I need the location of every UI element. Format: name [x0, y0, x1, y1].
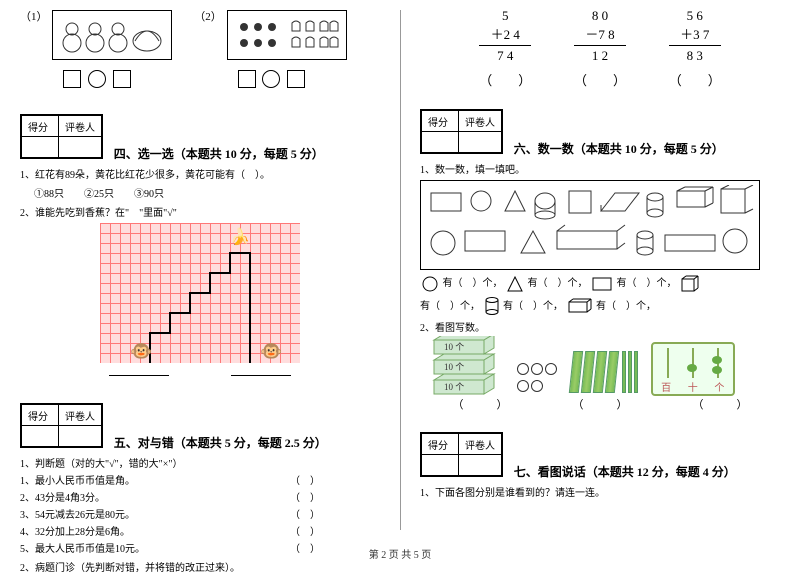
count-fill-row: 有（ ）个， 有（ ）个， 有（ ）个，	[420, 274, 780, 293]
answer-paren[interactable]: （ ）	[420, 396, 540, 412]
column-divider	[400, 10, 401, 530]
q7-1: 1、下面各图分别是谁看到的？请连一连。	[420, 484, 780, 499]
section-6-title: 六、数一数（本题共 10 分，每题 5 分）	[514, 140, 724, 157]
q5-1: 1、判断题（对的大"√"，错的大"×"）	[20, 455, 380, 470]
tf-item: 4、32分加上28分是6角。（ ）	[20, 523, 380, 538]
cylinder-icon	[485, 297, 499, 315]
picture-box-2	[227, 10, 347, 60]
tf-item: 1、最小人民币币值是角。（ ）	[20, 472, 380, 487]
monkey-right-icon: 🐵	[260, 341, 284, 365]
count-fill-row-2: 有（ ）个， 有（ ）个， 有（ ）个，	[420, 297, 780, 316]
maze-grid: 🍌 🐵 🐵	[100, 223, 300, 363]
q4-1-opts: ①88只 ②25只 ③90只	[34, 185, 380, 200]
loose-circles	[516, 362, 558, 396]
stick-bundles	[570, 351, 639, 396]
answer-square[interactable]	[238, 70, 256, 88]
svg-text:10 个: 10 个	[444, 382, 464, 392]
picture-box-1	[52, 10, 172, 60]
shapes-collection	[420, 180, 760, 270]
section-5-title: 五、对与错（本题共 5 分，每题 2.5 分）	[114, 434, 327, 451]
label-2: （2）	[194, 11, 222, 23]
answer-circle[interactable]	[88, 70, 106, 88]
check-paren[interactable]: （ ）	[669, 70, 721, 89]
vmath-2: 8 0 －7 8 1 2 （ ）	[574, 8, 626, 89]
page-footer: 第 2 页 共 5 页	[0, 546, 800, 561]
banana-icon: 🍌	[230, 227, 248, 245]
group-2: （2）	[194, 8, 348, 90]
section-7-title: 七、看图说话（本题共 12 分，每题 4 分）	[514, 463, 736, 480]
monkey-left-icon: 🐵	[130, 341, 154, 365]
cuboid-icon	[568, 298, 592, 314]
tf-item: 3、54元减去26元是80元。（ ）	[20, 506, 380, 521]
section-4-title: 四、选一选（本题共 10 分，每题 5 分）	[114, 145, 324, 162]
answer-square[interactable]	[63, 70, 81, 88]
vmath-1: 5 ＋2 4 7 4 （ ）	[479, 8, 531, 89]
circle-icon	[422, 276, 438, 292]
score-hdr: 得分	[22, 116, 59, 137]
abacus: 百十个	[651, 342, 735, 396]
answer-paren[interactable]: （ ）	[540, 396, 660, 412]
snowmen-icon	[57, 15, 167, 55]
q4-2: 2、谁能先吃到香蕉？在" "里面"√"	[20, 204, 380, 219]
check-paren[interactable]: （ ）	[479, 70, 531, 89]
score-box: 得分评卷人	[20, 403, 103, 448]
answer-blank[interactable]	[109, 375, 169, 376]
vmath-3: 5 6 ＋3 7 8 3 （ ）	[669, 8, 721, 89]
q5-2: 2、病题门诊（先判断对错，并将错的改正过来）。	[20, 559, 380, 574]
answer-row: （ ） （ ） （ ）	[420, 396, 780, 412]
mixed-shapes-icon	[425, 185, 755, 265]
answer-paren[interactable]: （ ）	[660, 396, 780, 412]
score-box: 得分评卷人	[20, 114, 103, 159]
answer-circle[interactable]	[262, 70, 280, 88]
ten-stack: 10 个 10 个 10 个	[430, 336, 500, 396]
answer-square[interactable]	[287, 70, 305, 88]
check-paren[interactable]: （ ）	[574, 70, 626, 89]
q6-1: 1、数一数，填一填吧。	[420, 161, 780, 176]
score-box: 得分评卷人	[420, 109, 503, 154]
label-1: （1）	[20, 11, 48, 23]
svg-text:10 个: 10 个	[444, 362, 464, 372]
answer-blank[interactable]	[231, 375, 291, 376]
triangle-icon	[507, 276, 523, 292]
grader-hdr: 评卷人	[59, 116, 102, 137]
q6-2: 2、看图写数。	[420, 319, 780, 334]
vertical-math-row: 5 ＋2 4 7 4 （ ） 8 0 －7 8 1 2 （ ） 5 6 ＋3 7…	[420, 8, 780, 89]
answer-square[interactable]	[113, 70, 131, 88]
q4-1: 1、红花有89朵，黄花比红花少很多，黄花可能有（ ）。	[20, 166, 380, 181]
box-stack-icon: 10 个 10 个 10 个	[430, 336, 500, 396]
svg-text:10 个: 10 个	[444, 342, 464, 352]
bells-icon	[232, 15, 342, 55]
count-pictures-row: 10 个 10 个 10 个 百十个	[420, 336, 780, 396]
tf-item: 2、43分是4角3分。（ ）	[20, 489, 380, 504]
score-box: 得分评卷人	[420, 432, 503, 477]
group-1: （1）	[20, 8, 174, 90]
cube-icon	[681, 275, 699, 293]
rectangle-icon	[592, 277, 612, 291]
